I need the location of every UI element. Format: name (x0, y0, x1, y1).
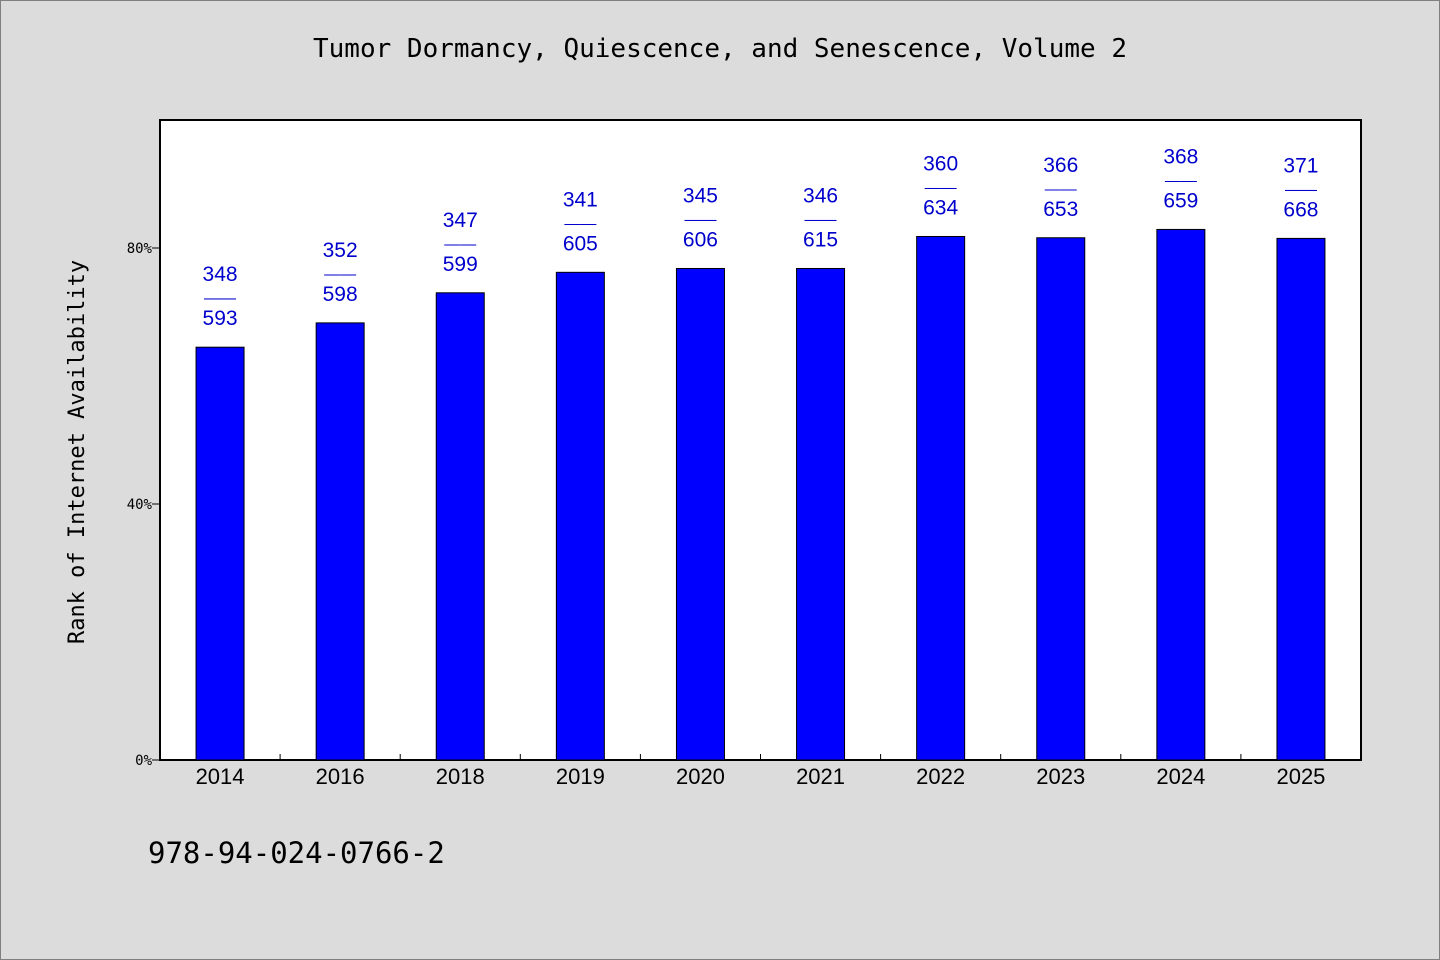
data-label-divider: —— (925, 179, 957, 196)
y-tick-label: 0% (135, 753, 152, 769)
data-label-bottom: 615 (803, 228, 838, 251)
data-label-bottom: 599 (443, 253, 478, 276)
data-label-top: 368 (1163, 145, 1198, 168)
data-label-divider: —— (1285, 181, 1317, 198)
data-label-divider: —— (805, 211, 837, 228)
data-label-divider: —— (324, 266, 356, 283)
data-label-bottom: 668 (1283, 198, 1318, 221)
bar (435, 292, 485, 761)
data-label-divider: —— (1045, 181, 1077, 198)
bar (796, 267, 846, 761)
data-label-top: 346 (803, 184, 838, 207)
x-tick-label: 2019 (556, 764, 605, 789)
y-axis-label: Rank of Internet Availability (65, 260, 90, 644)
x-tick-label: 2014 (196, 764, 245, 789)
x-tick-label: 2018 (436, 764, 485, 789)
bar (675, 267, 725, 761)
x-tick-label: 2022 (916, 764, 965, 789)
data-label-top: 345 (683, 184, 718, 207)
data-label-top: 366 (1043, 154, 1078, 177)
data-label-bottom: 659 (1163, 189, 1198, 212)
x-tick-label: 2023 (1036, 764, 1085, 789)
data-label-top: 348 (203, 263, 238, 286)
x-tick-label: 2025 (1276, 764, 1325, 789)
isbn-label: 978-94-024-0766-2 (148, 836, 445, 870)
bar (916, 235, 966, 761)
bar (315, 322, 365, 761)
bar (195, 346, 245, 761)
data-label-top: 352 (323, 239, 358, 262)
bar (1156, 228, 1206, 761)
data-label-top: 371 (1283, 154, 1318, 177)
data-label-divider: —— (1165, 172, 1197, 189)
data-label-bottom: 606 (683, 228, 718, 251)
data-label-divider: —— (684, 211, 716, 228)
data-label-bottom: 593 (203, 307, 238, 330)
data-label-bottom: 598 (323, 283, 358, 306)
data-label-divider: —— (204, 290, 236, 307)
data-label-top: 341 (563, 188, 598, 211)
data-label-divider: —— (444, 236, 476, 253)
data-label-divider: —— (564, 215, 596, 232)
bar (555, 271, 605, 761)
data-label-bottom: 653 (1043, 198, 1078, 221)
x-tick-label: 2016 (316, 764, 365, 789)
chart-title: Tumor Dormancy, Quiescence, and Senescen… (313, 34, 1127, 64)
y-tick-label: 80% (127, 241, 153, 257)
data-label-bottom: 634 (923, 196, 958, 219)
x-tick-label: 2021 (796, 764, 845, 789)
data-label-top: 347 (443, 209, 478, 232)
x-tick-label: 2020 (676, 764, 725, 789)
x-tick-label: 2024 (1156, 764, 1205, 789)
data-label-top: 360 (923, 152, 958, 175)
bar (1276, 237, 1326, 761)
y-tick-label: 40% (127, 497, 153, 513)
data-label-bottom: 605 (563, 232, 598, 255)
bar (1036, 237, 1086, 761)
